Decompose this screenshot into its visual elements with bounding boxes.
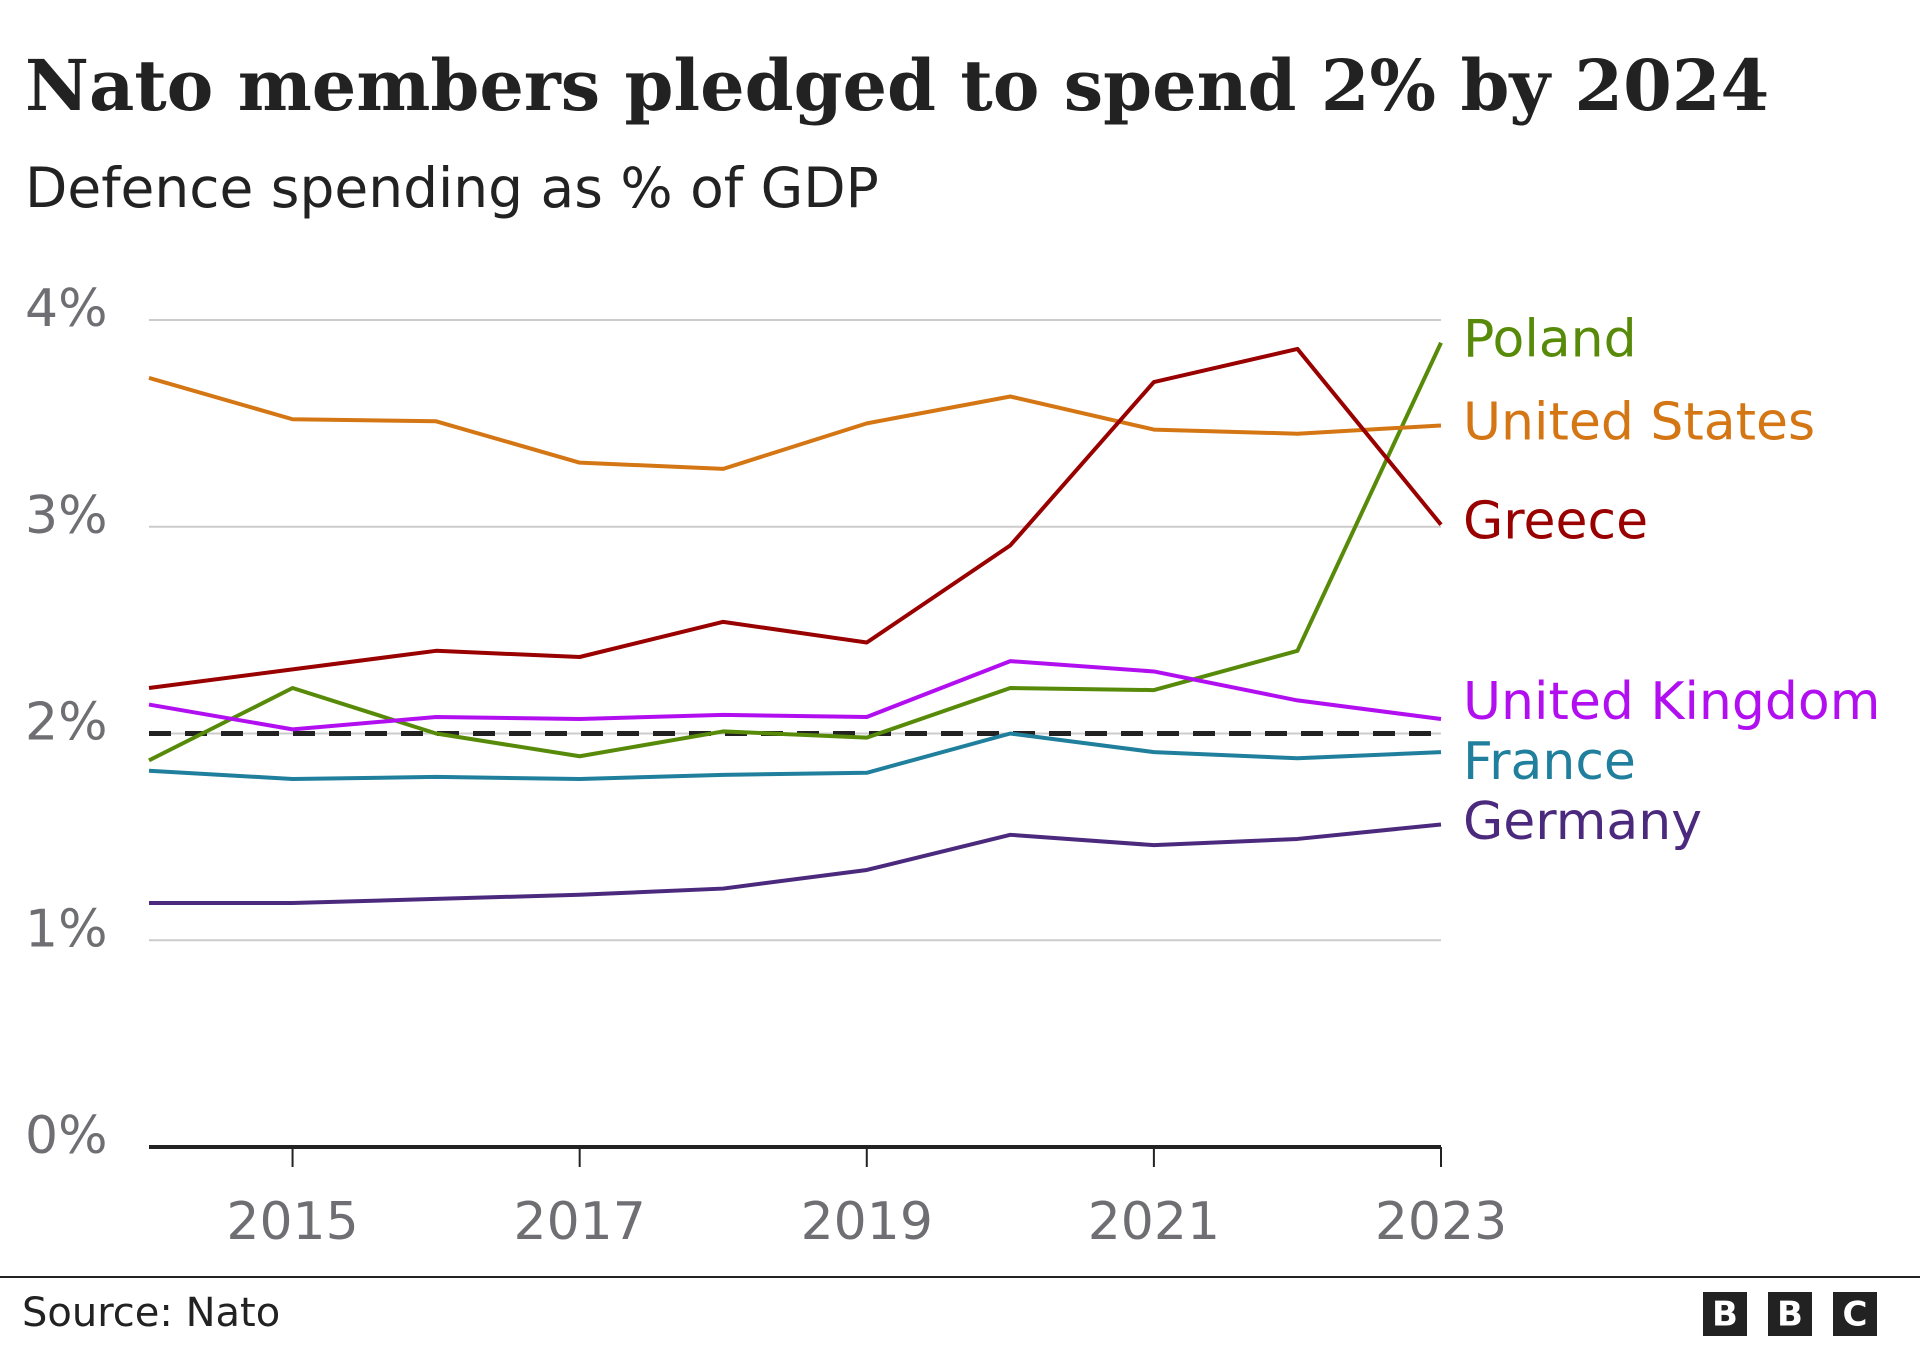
legend-label: United States (1463, 392, 1815, 452)
chart-subtitle: Defence spending as % of GDP (25, 156, 879, 220)
series-line (148, 375, 1442, 471)
x-tick-label: 2019 (801, 1192, 933, 1252)
y-tick-label: 1% (25, 899, 108, 959)
logo: B B C (1703, 1292, 1877, 1336)
legend-label: Greece (1463, 492, 1648, 552)
series-line (149, 822, 1442, 906)
legend-label: Poland (1463, 310, 1637, 370)
y-tick-label: 4% (25, 279, 108, 339)
chart-title: Nato members pledged to spend 2% by 2024 (25, 44, 1769, 127)
series-line (148, 341, 1443, 763)
x-tick-label: 2015 (226, 1192, 358, 1252)
logo-letter: C (1843, 1295, 1868, 1335)
y-tick-label: 0% (25, 1106, 108, 1166)
series-line (148, 346, 1443, 690)
series-line (148, 659, 1442, 732)
legend-label: France (1463, 732, 1636, 792)
y-tick-label: 3% (25, 486, 108, 546)
x-tick-label: 2017 (513, 1192, 645, 1252)
logo-box (1703, 1292, 1747, 1336)
logo-box (1833, 1292, 1877, 1336)
legend-label: Germany (1463, 792, 1702, 852)
x-tick-label: 2023 (1375, 1192, 1507, 1252)
series-line (148, 731, 1442, 781)
legend-label: United Kingdom (1463, 672, 1880, 732)
y-tick-label: 2% (25, 693, 108, 753)
logo-box (1768, 1292, 1812, 1336)
x-tick-label: 2021 (1088, 1192, 1220, 1252)
source: Source: Nato (22, 1290, 280, 1336)
logo-letter: B (1712, 1295, 1738, 1335)
logo-letter: B (1777, 1295, 1803, 1335)
